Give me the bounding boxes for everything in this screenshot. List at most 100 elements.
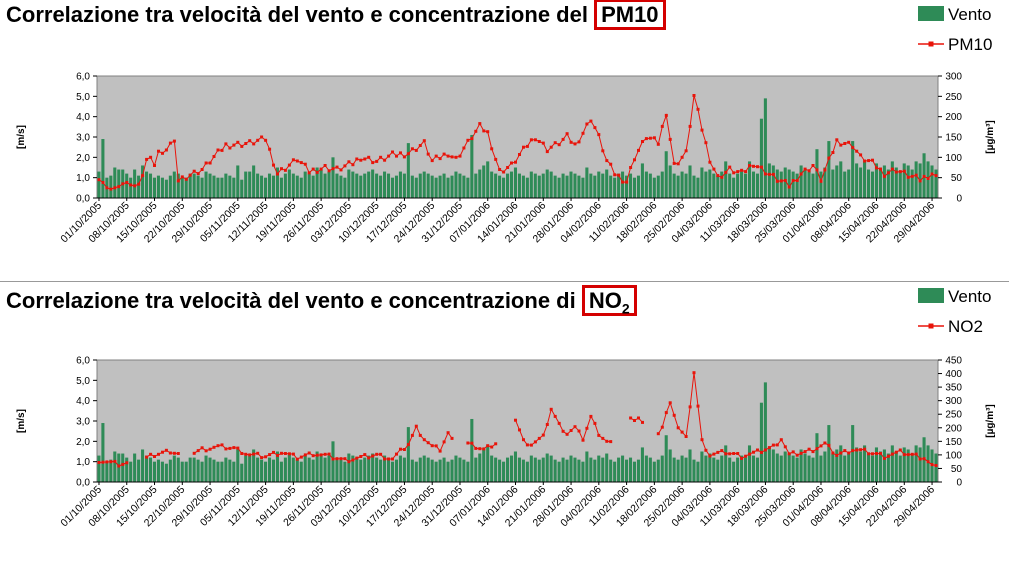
no2-bar [855, 447, 859, 482]
no2-line-point [934, 464, 938, 467]
pm10-line-point [101, 181, 105, 184]
pm10-line-point [196, 172, 200, 176]
pm10-bar [156, 175, 160, 198]
no2-bar [216, 461, 220, 482]
no2-bar [200, 461, 204, 482]
no2-bar [101, 423, 105, 482]
pm10-line-point [113, 186, 117, 190]
no2-line-point [157, 452, 160, 456]
no2-line-point [450, 436, 454, 440]
no2-line-point [220, 443, 224, 447]
pm10-bar [815, 149, 819, 198]
no2-line-point [168, 451, 172, 455]
pm10-line-point [268, 147, 272, 151]
pm10-line-point [577, 140, 581, 144]
pm10-line-point [137, 182, 141, 186]
no2-line-point [264, 455, 268, 459]
pm10-bar [684, 173, 688, 198]
no2-bar [454, 455, 458, 482]
pm10-line-point [244, 142, 248, 145]
pm10-bar [375, 173, 379, 198]
pm10-bar [751, 171, 756, 198]
no2-line-point [875, 452, 878, 455]
pm10-line-point [224, 142, 228, 146]
pm10-line-point [748, 164, 752, 167]
pm10-line-point [787, 185, 791, 189]
no2-bar [648, 457, 652, 482]
no2-line-point [208, 447, 212, 451]
pm10-bar [593, 175, 597, 198]
pm10-line-point [149, 155, 153, 159]
pm10-line-point [387, 154, 391, 158]
no2-line-point [664, 411, 668, 415]
no2-line-point [466, 441, 470, 445]
pm10-line-point [732, 171, 736, 175]
pm10-line-point [264, 138, 268, 142]
pm10-bar [736, 173, 740, 198]
no2-bar [807, 455, 811, 482]
pm10-bar [672, 173, 676, 198]
pm10-line-point [133, 184, 137, 188]
pm10-bar [307, 173, 311, 198]
no2-bar [918, 447, 922, 482]
no2-line-point [176, 452, 180, 455]
pm10-line-point [621, 180, 625, 184]
no2-line-point [426, 441, 430, 445]
no2-right-tick-label: 450 [945, 356, 962, 367]
pm10-bar [577, 175, 581, 198]
no2-line-point [851, 449, 855, 453]
pm10-bar [113, 167, 117, 198]
no2-left-tick-label: 4,0 [76, 396, 90, 407]
pm10-bar [291, 173, 295, 198]
pm10-bar [851, 141, 855, 198]
no2-bar [640, 447, 644, 482]
pm10-bar [831, 169, 835, 198]
pm10-bar [204, 171, 208, 198]
pm10-bar [859, 167, 863, 198]
no2-line-point [149, 452, 153, 456]
no2-bar [148, 457, 153, 482]
legend-item-vento-2: Vento [918, 284, 1009, 314]
no2-bar [347, 453, 351, 482]
no2-bar [815, 433, 819, 482]
no2-bar [529, 455, 533, 482]
pm10-bar [648, 173, 652, 198]
no2-bar [585, 451, 589, 482]
pm10-bar [870, 171, 875, 198]
no2-line-point [708, 454, 712, 458]
pm10-bar [882, 165, 886, 198]
no2-line-point [839, 451, 843, 455]
no2-line-point [486, 444, 490, 448]
no2-bar [498, 459, 502, 482]
pm10-bar [133, 169, 137, 198]
pm10-line-point [879, 167, 882, 171]
no2-bar [414, 461, 418, 482]
no2-bar [466, 461, 470, 482]
no2-bar [803, 453, 807, 482]
pm10-line-point [494, 157, 498, 161]
pm10-line-point [399, 151, 402, 155]
pm10-line-point [482, 129, 486, 133]
pm10-line-point [391, 150, 394, 154]
no2-line-point [446, 431, 450, 435]
no2-bar [513, 451, 517, 482]
no2-line-point [835, 453, 839, 457]
pm10-bar [478, 169, 482, 198]
no2-bar [541, 457, 545, 482]
pm10-line-point [561, 137, 565, 141]
pm10-bar [462, 175, 466, 198]
no2-right-tick-label: 250 [945, 410, 962, 421]
pm10-line-point [533, 138, 537, 142]
no2-line-point [922, 457, 926, 461]
pm10-bar [692, 175, 696, 198]
no2-bar [799, 449, 803, 482]
no2-line-point [656, 432, 660, 436]
no2-line-point [339, 457, 343, 461]
pm10-bar [430, 175, 434, 198]
pm10-line-point [458, 154, 462, 158]
pm10-bar [910, 169, 914, 198]
no2-line-point [533, 440, 537, 444]
pm10-line-point [898, 170, 902, 174]
pm10-line-point [236, 140, 240, 144]
pm10-bar [930, 165, 934, 198]
